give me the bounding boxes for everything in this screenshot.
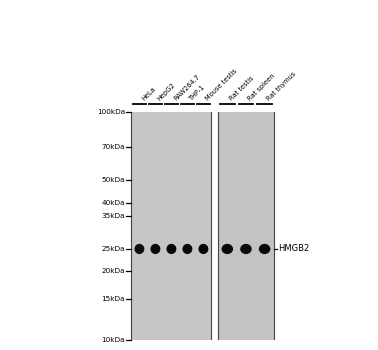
Text: Rat spleen: Rat spleen <box>247 72 276 102</box>
Ellipse shape <box>152 247 159 251</box>
Text: HeLa: HeLa <box>141 86 156 102</box>
Bar <box>218 110 274 344</box>
Text: 100kDa: 100kDa <box>97 109 125 115</box>
Bar <box>132 110 211 344</box>
Ellipse shape <box>136 247 143 251</box>
Ellipse shape <box>242 247 250 251</box>
Ellipse shape <box>198 244 208 254</box>
Text: HMGB2: HMGB2 <box>278 244 310 253</box>
Text: 20kDa: 20kDa <box>101 268 125 274</box>
Text: THP-1: THP-1 <box>189 84 206 102</box>
Ellipse shape <box>260 247 269 251</box>
Text: Mouse testis: Mouse testis <box>204 68 239 102</box>
Text: 50kDa: 50kDa <box>101 177 125 183</box>
Ellipse shape <box>168 247 175 251</box>
Text: 25kDa: 25kDa <box>101 246 125 252</box>
Ellipse shape <box>135 244 144 254</box>
Ellipse shape <box>259 244 270 254</box>
Ellipse shape <box>240 244 252 254</box>
Text: 15kDa: 15kDa <box>101 296 125 302</box>
Text: Rat thymus: Rat thymus <box>266 70 297 102</box>
Text: HepG2: HepG2 <box>156 82 177 102</box>
Text: 10kDa: 10kDa <box>101 336 125 343</box>
Ellipse shape <box>200 247 207 251</box>
Text: Rat testis: Rat testis <box>228 75 255 102</box>
Ellipse shape <box>166 244 177 254</box>
Ellipse shape <box>183 244 192 254</box>
Text: 40kDa: 40kDa <box>101 199 125 205</box>
Ellipse shape <box>222 244 233 254</box>
Text: 35kDa: 35kDa <box>101 213 125 219</box>
Text: 70kDa: 70kDa <box>101 144 125 150</box>
Ellipse shape <box>150 244 160 254</box>
Ellipse shape <box>223 247 231 251</box>
Text: RAW264.7: RAW264.7 <box>172 74 201 102</box>
Ellipse shape <box>184 247 191 251</box>
